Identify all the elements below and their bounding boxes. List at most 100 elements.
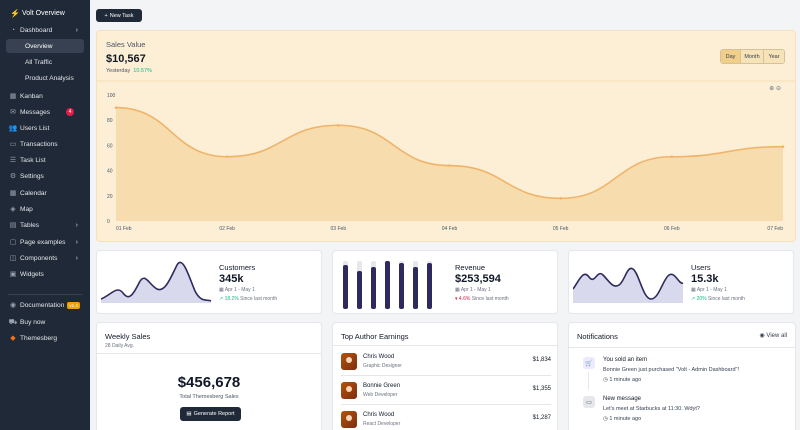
sidebar-item-messages[interactable]: ✉ Messages 4 xyxy=(6,105,84,119)
stat-value: $253,594 xyxy=(455,273,501,285)
x-tick-label: 07 Feb xyxy=(767,226,783,232)
stat-label: Revenue xyxy=(455,263,486,272)
sidebar-item-transactions[interactable]: ▭ Transactions xyxy=(6,137,84,151)
sidebar-item-page-examples[interactable]: ▢ Page examples › xyxy=(6,235,84,249)
calendar-icon: ▦ xyxy=(219,287,225,293)
sidebar-item-dashboard[interactable]: ◔ Dashboard › xyxy=(6,23,84,37)
arrow-up-icon: ↗ xyxy=(691,296,697,302)
avatar xyxy=(341,353,357,370)
sales-yesterday: Yesterday 10.57% xyxy=(106,68,152,74)
sidebar-item-tables[interactable]: ▤ Tables › xyxy=(6,218,84,232)
sales-value: $10,567 xyxy=(106,53,146,65)
stat-card-users: Users 15.3k ▦ Apr 1 - May 1 ↗ 20% Since … xyxy=(568,250,794,314)
notification-time-text: 1 minute ago xyxy=(609,377,642,383)
generate-report-button[interactable]: ▤ Generate Report xyxy=(180,407,241,421)
calendar-icon: ▦ xyxy=(455,287,461,293)
sidebar-item-users-list[interactable]: 👥 Users List xyxy=(6,121,84,135)
divider xyxy=(333,345,557,346)
period-month-button[interactable]: Month xyxy=(741,50,764,63)
sidebar-item-map[interactable]: ◈ Map xyxy=(6,202,84,216)
stat-delta: ↗ 20% Since last month xyxy=(691,296,745,302)
bolt-icon: ⚡ xyxy=(10,8,20,18)
author-role: Graphic Designer xyxy=(363,363,402,369)
themesberg-icon: ◆ xyxy=(10,335,16,342)
stat-range: ▦ Apr 1 - May 1 xyxy=(219,287,255,293)
stat-range-text: Apr 1 - May 1 xyxy=(224,287,255,293)
period-day-button[interactable]: Day xyxy=(721,50,741,63)
stat-delta-value: 18.2% xyxy=(224,296,239,302)
clock-icon: ◷ xyxy=(603,416,610,422)
sidebar-item-task-list[interactable]: ☰ Task List xyxy=(6,153,84,167)
weekly-value: $456,678 xyxy=(177,374,241,391)
y-tick-label: 40 xyxy=(107,169,113,175)
arrow-up-icon: ↗ xyxy=(219,296,225,302)
stat-card-revenue: Revenue $253,594 ▦ Apr 1 - May 1 ▾ 4.6% … xyxy=(332,250,558,314)
stat-card-customers: Customers 345k ▦ Apr 1 - May 1 ↗ 18.2% S… xyxy=(96,250,322,314)
stat-delta-note: Since last month xyxy=(708,296,745,302)
notification-title: New message xyxy=(603,396,642,402)
sidebar-item-label: Transactions xyxy=(20,140,58,148)
period-year-button[interactable]: Year xyxy=(764,50,784,63)
sidebar-item-themesberg[interactable]: ◆ Themesberg xyxy=(6,331,84,345)
brand[interactable]: ⚡ Volt Overview xyxy=(0,0,90,26)
x-tick-label: 04 Feb xyxy=(442,226,458,232)
sidebar-item-components[interactable]: ◫ Components › xyxy=(6,251,84,265)
sidebar-item-label: Buy now xyxy=(20,318,46,326)
new-task-button[interactable]: + New Task xyxy=(96,9,142,22)
sidebar-item-buy-now[interactable]: ⛟ Buy now xyxy=(6,315,84,329)
zoom-in-icon[interactable]: ⊕ xyxy=(769,86,775,92)
sidebar-item-label: Users List xyxy=(20,124,50,132)
widgets-icon: ▣ xyxy=(9,271,17,278)
x-tick-label: 05 Feb xyxy=(553,226,569,232)
stat-delta: ▾ 4.6% Since last month xyxy=(455,296,509,302)
sidebar-item-kanban[interactable]: ▦ Kanban xyxy=(6,89,84,103)
sidebar-item-calendar[interactable]: ▦ Calendar xyxy=(6,186,84,200)
sales-point xyxy=(114,106,118,109)
clock-icon: ◷ xyxy=(603,377,610,383)
sidebar-item-label: Map xyxy=(20,205,33,213)
author-row[interactable]: Bonnie Green Web Developer $1,355 xyxy=(341,381,551,403)
view-all-link[interactable]: ◉ View all xyxy=(760,332,787,339)
users-sparkline xyxy=(573,267,684,303)
zoom-out-icon[interactable]: ⊖ xyxy=(775,86,781,92)
pie-chart-icon: ◔ xyxy=(10,26,16,34)
sidebar-item-label: Components xyxy=(20,254,58,262)
gear-icon: ⚙ xyxy=(9,173,17,180)
stat-label: Customers xyxy=(219,263,256,272)
revenue-bar-chart xyxy=(343,261,432,309)
sidebar-item-product-analysis[interactable]: Product Analysis xyxy=(6,71,84,85)
sidebar-item-overview[interactable]: Overview xyxy=(6,39,84,53)
stat-range: ▦ Apr 1 - May 1 xyxy=(691,287,727,293)
sidebar-item-label: Messages xyxy=(20,108,51,116)
notification-title: You sold an item xyxy=(603,357,648,363)
sidebar-item-documentation[interactable]: ◉ Documentation v1.4 xyxy=(6,298,84,312)
author-row[interactable]: Chris Wood React Developer $1,287 xyxy=(341,410,551,430)
author-role: React Developer xyxy=(363,421,401,427)
authors-title: Top Author Earnings xyxy=(341,332,409,341)
period-toggle: Day Month Year xyxy=(720,49,785,64)
notification-time-text: 1 minute ago xyxy=(609,416,642,422)
weekly-sales-card: Weekly Sales 28 Daily Avg. $456,678 Tota… xyxy=(96,322,322,430)
users-icon: 👥 xyxy=(8,125,18,132)
sidebar-item-widgets[interactable]: ▣ Widgets xyxy=(6,267,84,281)
laptop-icon: ▭ xyxy=(583,396,595,408)
stat-delta-value: 20% xyxy=(696,296,707,302)
x-tick-label: 01 Feb xyxy=(116,226,132,232)
generate-report-label: Generate Report xyxy=(193,411,235,417)
view-all-label: View all xyxy=(766,333,787,339)
sidebar-item-settings[interactable]: ⚙ Settings xyxy=(6,169,84,183)
y-tick-label: 0 xyxy=(107,219,110,225)
chevron-right-icon: › xyxy=(75,254,78,262)
calendar-icon: ▦ xyxy=(9,190,17,197)
notification-time: ◷ 1 minute ago xyxy=(603,416,641,422)
stat-range: ▦ Apr 1 - May 1 xyxy=(455,287,491,293)
author-row[interactable]: Chris Wood Graphic Designer $1,834 xyxy=(341,352,551,374)
y-tick-label: 20 xyxy=(107,194,113,200)
author-name: Bonnie Green xyxy=(363,383,401,389)
table-icon: ▤ xyxy=(9,222,17,229)
divider xyxy=(569,347,795,348)
sidebar-item-label: Settings xyxy=(20,172,44,180)
sidebar-item-all-traffic[interactable]: All Traffic xyxy=(6,55,84,69)
sales-chart: 100 80 60 40 20 0 01 Feb 02 Feb 03 Feb 04 Feb 05 F… xyxy=(97,80,795,232)
y-tick-label: 60 xyxy=(107,143,113,149)
